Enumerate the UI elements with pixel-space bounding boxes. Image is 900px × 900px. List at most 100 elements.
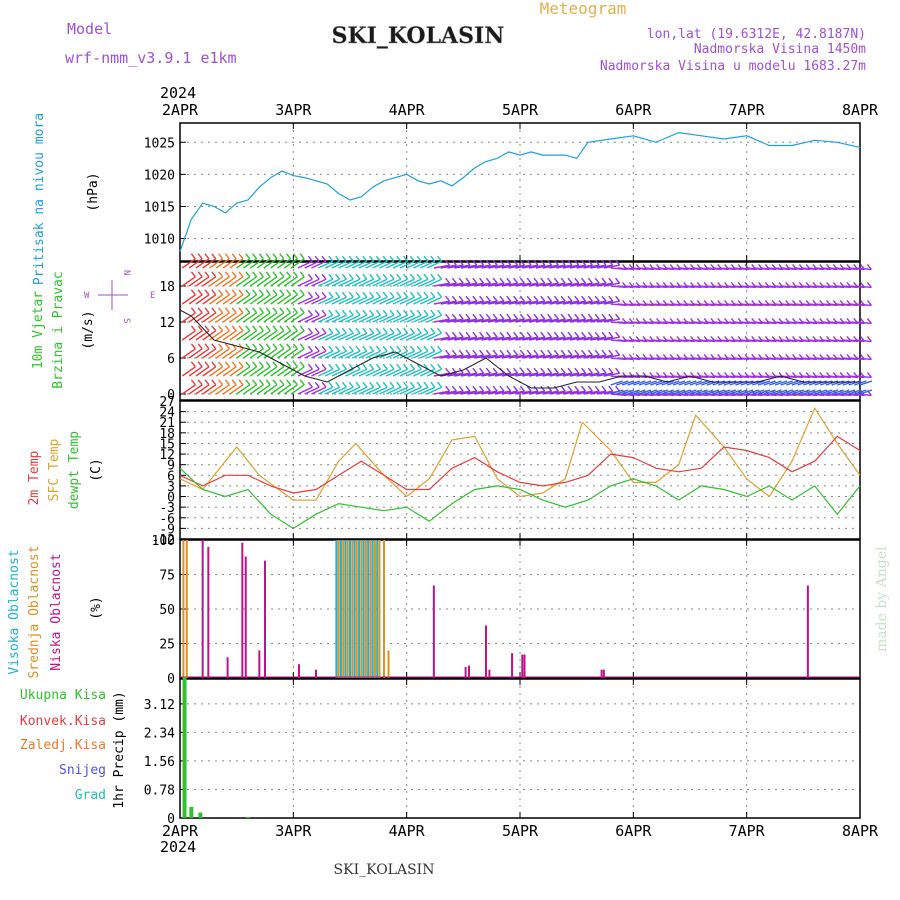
wind-barb-flag	[218, 253, 224, 260]
wind-barb	[528, 264, 545, 269]
wind-barb	[556, 282, 573, 287]
wind-barb-flag	[601, 385, 607, 392]
wind-barb	[372, 368, 388, 377]
wind-barb	[522, 318, 539, 323]
wind-barb-flag	[506, 349, 512, 356]
wind-barb	[433, 282, 450, 287]
wind-barb-flag	[265, 343, 271, 350]
wind-barb	[243, 366, 258, 377]
y-tick-label: 50	[159, 603, 175, 618]
wind-barb-flag	[369, 309, 375, 316]
wind-barb	[583, 390, 600, 395]
wind-barb-flag	[218, 325, 224, 332]
wind-barb-flag	[204, 379, 210, 386]
wind-barb	[270, 330, 285, 341]
wind-barb-flag	[567, 313, 573, 320]
wind-barb-flag	[506, 295, 512, 302]
wind-barb	[454, 264, 471, 269]
wind-barb-flag	[396, 381, 402, 388]
wind-barb	[222, 366, 237, 377]
wind-barb	[181, 258, 196, 269]
wind-barb	[351, 278, 368, 287]
wind-barb	[803, 389, 816, 395]
wind-barb	[556, 354, 573, 359]
wind-barb-flag	[547, 349, 553, 356]
wind-barb-flag	[307, 363, 313, 370]
wind-barb	[311, 314, 327, 323]
wind-barb	[215, 312, 230, 323]
wind-barb	[467, 264, 484, 269]
wind-barb	[358, 296, 374, 305]
precip-bar	[198, 812, 203, 818]
wind-barb	[331, 350, 347, 359]
wind-barb-flag	[445, 277, 451, 284]
wind-barb-flag	[362, 309, 368, 316]
wind-barb	[678, 380, 691, 386]
wind-barb	[209, 312, 224, 323]
wind-barb-flag	[560, 331, 566, 338]
wind-barb	[331, 332, 347, 341]
wind-barb	[365, 332, 381, 341]
wind-barb-flag	[314, 273, 320, 280]
wind-barb	[447, 264, 464, 269]
wind-barb-flag	[506, 367, 512, 374]
wind-barb	[283, 384, 298, 395]
wind-barb	[379, 260, 395, 269]
wind-barb	[202, 258, 217, 269]
wind-barb	[590, 372, 607, 377]
wind-barb	[583, 336, 600, 341]
wind-barb	[501, 282, 518, 287]
wind-barb-flag	[533, 385, 539, 392]
wind-barb-flag	[396, 363, 402, 370]
wind-barb	[467, 336, 484, 341]
wind-barb	[195, 258, 210, 269]
wind-barb	[562, 336, 579, 341]
wind-barb-flag	[492, 259, 498, 266]
wind-barb-flag	[348, 381, 354, 388]
wind-barb-flag	[245, 253, 251, 260]
wind-barbs	[181, 253, 873, 397]
wind-barb	[549, 282, 566, 287]
wind-barb	[331, 314, 347, 323]
wind-barb-flag	[526, 259, 532, 266]
wind-barb-flag	[513, 313, 519, 320]
wind-barb-flag	[197, 307, 203, 314]
wind-barb	[317, 368, 334, 377]
wind-barb	[569, 336, 586, 341]
wind-barb	[569, 372, 586, 377]
wind-barb-flag	[451, 259, 457, 266]
wind-barb-flag	[403, 327, 409, 334]
wind-barb	[195, 384, 210, 395]
wind-barb	[447, 282, 464, 287]
wind-barb	[290, 312, 305, 323]
wind-barb-flag	[307, 273, 313, 280]
wind-barb-flag	[307, 327, 313, 334]
wind-barb-flag	[299, 379, 305, 386]
wind-barb	[209, 366, 224, 377]
wind-barb-flag	[211, 253, 217, 260]
footer-station: SKI_KOLASIN	[334, 862, 435, 878]
wind-barb-flag	[472, 385, 478, 392]
wind-barb	[549, 354, 566, 359]
wind-barb	[304, 368, 320, 377]
wind-barb-flag	[526, 349, 532, 356]
wind-barb	[290, 258, 305, 269]
wind-barb	[474, 390, 491, 395]
wind-barb-flag	[615, 295, 621, 302]
wind-barb	[488, 282, 505, 287]
wind-barb	[290, 330, 305, 341]
wind-barb-flag	[218, 307, 224, 314]
y-tick-label: -3	[159, 501, 175, 516]
wind-barb-flag	[533, 367, 539, 374]
wind-barb	[229, 330, 244, 341]
wind-barb	[229, 366, 244, 377]
wind-barb-flag	[581, 331, 587, 338]
wind-barb-flag	[472, 277, 478, 284]
wind-barb-flag	[314, 291, 320, 298]
wind-barb-flag	[321, 327, 327, 334]
wind-barb	[181, 276, 196, 287]
wind-barb	[556, 372, 573, 377]
wind-barb-flag	[369, 327, 375, 334]
wind-barb	[385, 368, 402, 377]
precip-bar	[246, 817, 250, 818]
